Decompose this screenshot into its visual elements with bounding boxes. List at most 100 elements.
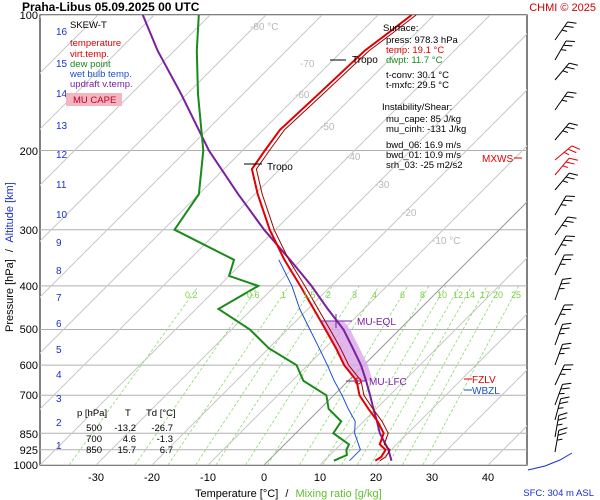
isotherm — [319, 257, 527, 465]
mixing-ratio-line — [387, 285, 488, 465]
mixing-ratio-grid — [68, 285, 519, 465]
altitude-tick: 7 — [56, 293, 62, 304]
wind-barb-flag — [569, 62, 578, 66]
mixing-ratio-line — [195, 285, 315, 465]
wind-barb-flag — [562, 308, 572, 311]
altitude-tick: 16 — [56, 27, 68, 38]
wind-barb-flag — [562, 165, 568, 168]
wind-barb-staff — [554, 254, 565, 276]
altitude-tick: 6 — [56, 319, 62, 330]
mixing-label: 2 — [326, 290, 331, 300]
sfc-label: SFC: 304 m ASL — [523, 488, 594, 499]
mixing-ratio-line — [245, 285, 360, 465]
surface-info: Surface: press: 978.3 hPa temp: 19.1 °C … — [383, 23, 459, 91]
wind-barb-flag — [560, 49, 567, 51]
wind-barb — [554, 172, 578, 191]
pressure-tick: 700 — [20, 390, 38, 402]
y-axis-label-pressure: Pressure [hPa] — [4, 259, 16, 332]
mixing-label: 1 — [281, 290, 286, 300]
wind-barb-flag — [560, 263, 566, 265]
temperature-line — [250, 15, 413, 462]
wind-barb-flag — [565, 235, 575, 237]
mixing-ratio-line — [267, 285, 380, 465]
table-cell: -1.3 — [157, 434, 173, 445]
wind-barb-flag — [565, 161, 575, 165]
wind-barb — [554, 21, 577, 41]
wind-barb — [554, 195, 575, 216]
x-axis-label-mixing: Mixing ratio [g/kg] — [295, 488, 381, 500]
isotherm — [431, 369, 527, 465]
mixing-ratio-line — [422, 285, 519, 465]
wind-barb-staff — [554, 21, 569, 41]
mu-lfc-label: MU-LFC — [369, 377, 407, 388]
isotherm-grid — [40, 15, 600, 465]
surface-line: t-mxfc: 29.5 °C — [386, 80, 449, 91]
wind-barb-flag — [560, 313, 566, 315]
wind-barb — [554, 216, 577, 236]
mixing-ratio-labels: 0.2 0.6 1 1.5 2 3 4 6 8 10 12 14 17 20 2… — [185, 290, 521, 300]
pressure-tick: 100 — [20, 10, 38, 22]
wind-barb-flag — [569, 172, 578, 176]
wind-barb — [554, 157, 578, 176]
wind-barb-staff — [554, 235, 567, 256]
isotherm — [40, 15, 323, 298]
wind-barb-flag — [556, 423, 563, 426]
wind-barb-flag — [561, 29, 568, 32]
wind-barb-flag — [571, 145, 581, 150]
table-cell: -26.7 — [151, 423, 173, 434]
mixing-ratio-line — [215, 285, 333, 465]
wind-barb — [554, 304, 574, 326]
chart-title: Praha-Libus 05.09.2025 00 UTC — [22, 0, 200, 14]
isotherm-label: -50 — [320, 122, 335, 133]
pressure-tick: 400 — [20, 281, 38, 293]
x-axis-label: Temperature [°C] / Mixing ratio [g/kg] — [195, 488, 382, 500]
wind-barb-flag — [563, 151, 570, 156]
wbzl-label: WBZL — [472, 386, 500, 397]
instability-info: Instability/Shear: mu_cape: 85 J/kg mu_c… — [382, 102, 466, 171]
wind-barb-flag — [564, 304, 574, 306]
wind-barb-staff — [554, 172, 570, 191]
wind-barb-flag — [564, 254, 574, 256]
wind-barb-flag — [562, 180, 568, 183]
table-cell: 700 — [86, 434, 102, 445]
altitude-tick: 11 — [56, 180, 67, 191]
virtual-temperature-line — [255, 15, 417, 462]
table-header-td: Td [°C] — [146, 408, 176, 419]
isotherm — [40, 15, 491, 465]
temperature-tick: 40 — [482, 472, 494, 484]
wind-barb-flag — [560, 244, 567, 246]
mixing-label: 6 — [400, 290, 405, 300]
table-cell: 15.7 — [118, 445, 137, 456]
altitude-tick: 12 — [56, 150, 68, 161]
wind-barb-flag — [560, 347, 570, 350]
pressure-tick: 850 — [20, 429, 38, 441]
wind-barb-staff — [554, 195, 567, 216]
altitude-tick: 5 — [56, 345, 62, 356]
wind-barb-flag — [562, 368, 572, 371]
wind-barb-flag — [564, 25, 574, 28]
mixing-label: 20 — [493, 290, 503, 300]
isotherm-label: -80 °C — [250, 22, 278, 33]
legend-item-virtual-temp: virt.temp. — [70, 49, 109, 60]
wind-barb — [554, 254, 574, 276]
lfc-point — [354, 377, 362, 385]
wind-barb-flag — [565, 195, 575, 197]
pressure-tick: 500 — [20, 324, 38, 336]
pressure-tick: 600 — [20, 360, 38, 372]
instability-title: Instability/Shear: — [382, 102, 452, 113]
table-cell: 6.7 — [160, 445, 173, 456]
wind-barb — [554, 277, 572, 301]
wind-barb-flag — [563, 239, 573, 242]
wind-barb-flag — [567, 21, 577, 24]
isotherm — [544, 15, 600, 465]
wind-barb-flag — [567, 216, 577, 219]
altitude-tick: 2 — [56, 418, 62, 429]
temperature-tick: 20 — [370, 472, 382, 484]
wind-barb-flag — [564, 364, 574, 366]
wind-barb-staff — [554, 304, 565, 326]
wind-barb — [554, 91, 577, 111]
wind-barb — [554, 235, 575, 256]
wind-barb-flag — [557, 432, 567, 436]
annotations: Tropo Tropo MU-EQL MU-LFC MXWS FZLV WBZL — [244, 55, 522, 397]
wind-barb-flag — [564, 95, 574, 98]
